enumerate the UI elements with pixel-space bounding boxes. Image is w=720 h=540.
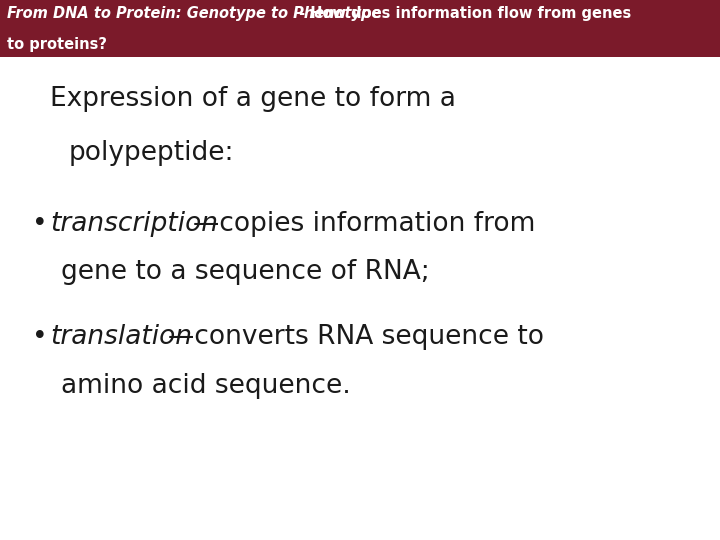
Text: Expression of a gene to form a: Expression of a gene to form a	[50, 86, 456, 112]
Text: to proteins?: to proteins?	[7, 37, 107, 52]
Text: amino acid sequence.: amino acid sequence.	[61, 373, 351, 399]
Text: transcription: transcription	[50, 211, 218, 237]
Text: translation: translation	[50, 324, 192, 350]
Text: —copies information from: —copies information from	[193, 211, 536, 237]
Text: polypeptide:: polypeptide:	[68, 140, 234, 166]
Text: —converts RNA sequence to: —converts RNA sequence to	[168, 324, 544, 350]
Text: - How does information flow from genes: - How does information flow from genes	[294, 6, 631, 22]
Text: From DNA to Protein: Genotype to Phenotype: From DNA to Protein: Genotype to Phenoty…	[7, 6, 382, 22]
Text: •: •	[32, 211, 48, 237]
Text: •: •	[32, 324, 48, 350]
Text: gene to a sequence of RNA;: gene to a sequence of RNA;	[61, 259, 430, 285]
